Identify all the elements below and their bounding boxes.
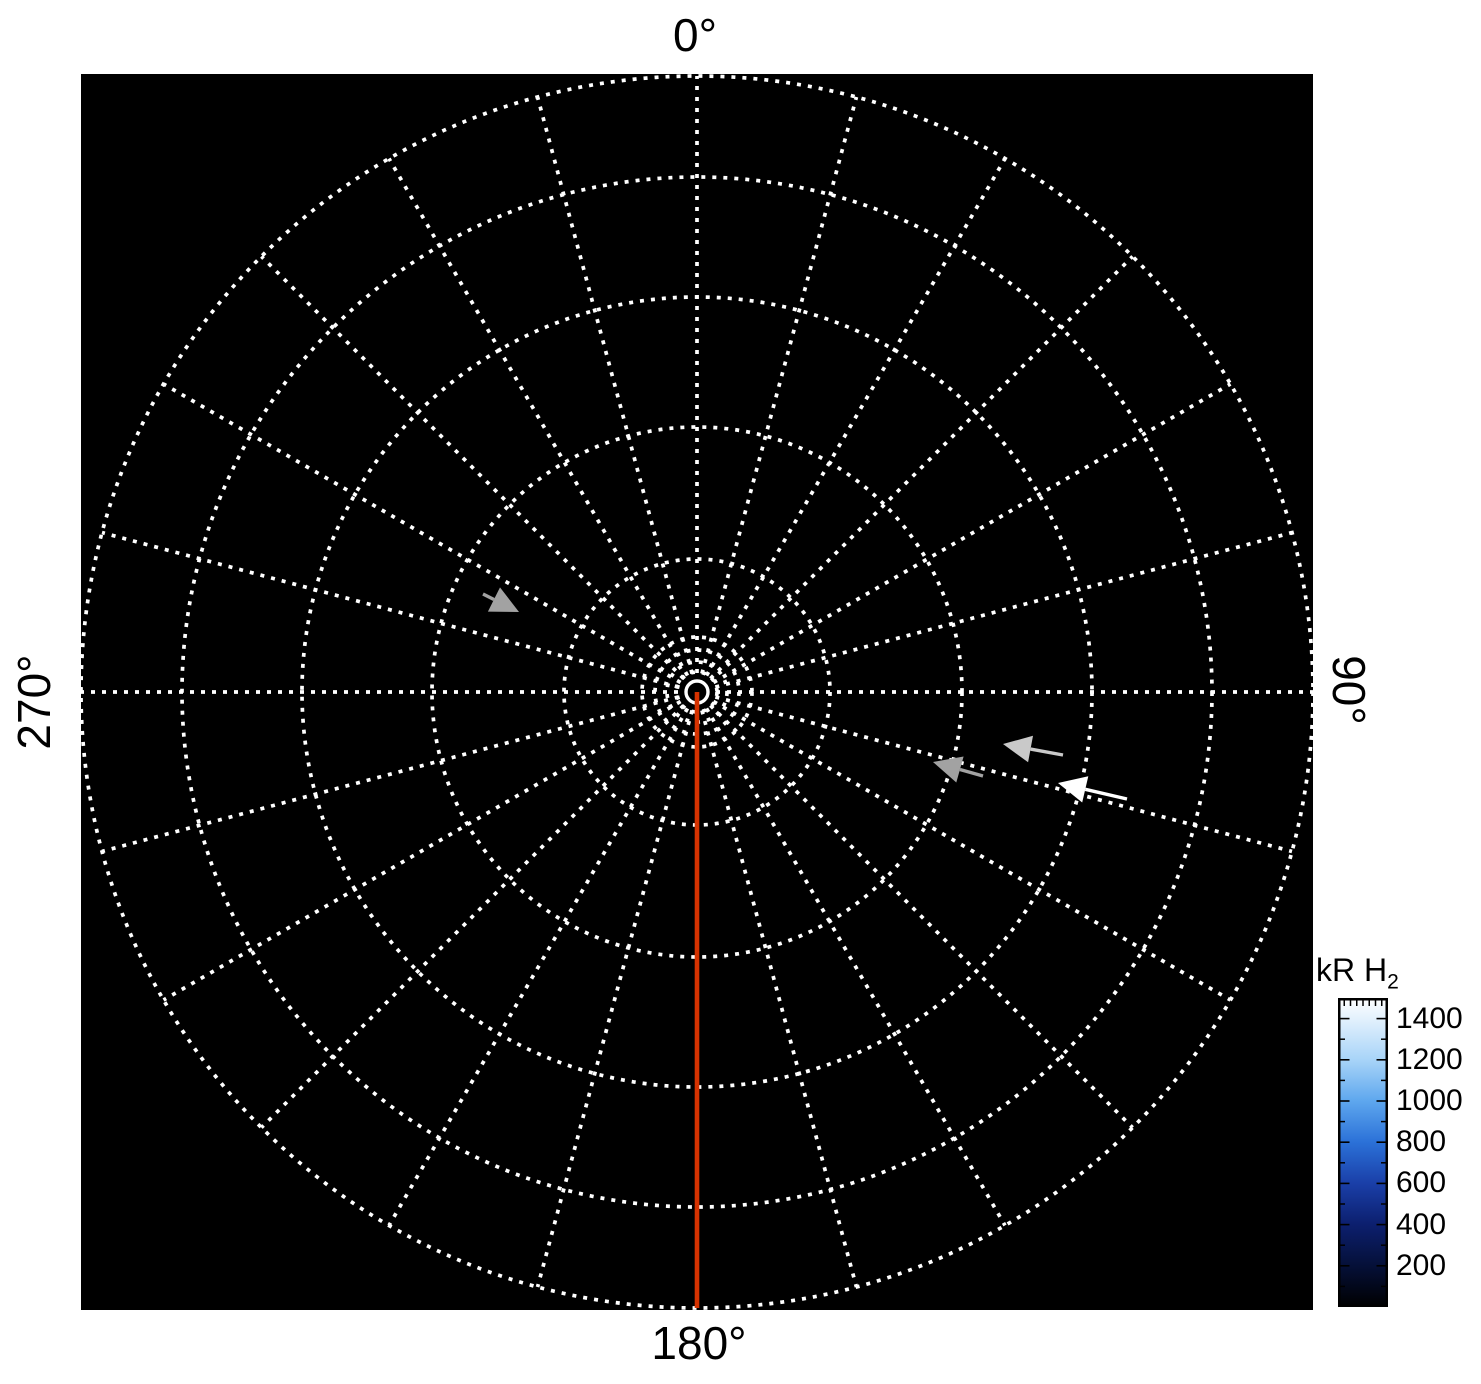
colorbar-border <box>1338 998 1388 1307</box>
grid-ray <box>714 530 1293 689</box>
arrow-head <box>1003 735 1033 763</box>
grid-ray <box>700 709 859 1288</box>
grid-ray <box>700 96 859 675</box>
grid-ray <box>101 530 680 689</box>
arrow-tail <box>959 767 984 778</box>
colorbar-tick-label: 1200 <box>1396 1042 1463 1076</box>
arrow-tail <box>1084 787 1128 801</box>
colorbar-title-subscript: 2 <box>1387 970 1399 994</box>
grid-azimuth-rays <box>81 76 1313 1308</box>
grid-ray <box>535 709 694 1288</box>
colorbar-tick-label: 1400 <box>1396 1001 1463 1035</box>
grid-ray <box>704 707 1007 1227</box>
grid-ray <box>712 699 1232 1002</box>
grid-ray <box>712 382 1232 685</box>
quiver-arrows <box>482 587 1128 803</box>
colorbar-tick-label: 600 <box>1396 1166 1447 1200</box>
colorbar-tick-label: 400 <box>1396 1207 1447 1241</box>
colorbar-ticks <box>1338 998 1388 1307</box>
angle-label-0: 0° <box>673 9 717 61</box>
colorbar-gradient <box>1338 998 1388 1307</box>
colorbar-tick-label: 800 <box>1396 1125 1447 1159</box>
grid-ray <box>709 255 1134 680</box>
polar-grid-svg <box>81 74 1313 1310</box>
arrow-tail <box>482 592 495 601</box>
colorbar-tick-labels: 1400 1200 1000 800 600 400 200 <box>1396 998 1481 1307</box>
arrow-tail <box>1030 747 1064 757</box>
grid-ray <box>162 382 682 685</box>
arrow-head <box>933 756 964 783</box>
grid-ray <box>387 707 690 1227</box>
colorbar-tick-label: 1000 <box>1396 1084 1463 1117</box>
grid-ray <box>714 695 1293 854</box>
arrow-head <box>1058 776 1089 803</box>
colorbar <box>1338 998 1388 1307</box>
colorbar-title-text: kR H <box>1316 952 1388 988</box>
arrow-head <box>487 587 519 612</box>
polar-plot-area <box>81 74 1313 1310</box>
grid-ray <box>260 704 685 1129</box>
angle-label-90: 90° <box>1323 655 1375 725</box>
grid-ray <box>709 704 1134 1129</box>
grid-ray <box>704 157 1007 677</box>
colorbar-title: kR H2 <box>1316 954 1399 992</box>
grid-ray <box>535 96 694 675</box>
grid-ray <box>101 695 680 854</box>
angle-label-180: 180° <box>651 1317 747 1369</box>
grid-ray <box>260 255 685 680</box>
colorbar-tick-label: 200 <box>1396 1248 1447 1282</box>
angle-label-270: 270° <box>8 654 60 750</box>
grid-ray <box>387 157 690 677</box>
grid-ray <box>162 699 682 1002</box>
